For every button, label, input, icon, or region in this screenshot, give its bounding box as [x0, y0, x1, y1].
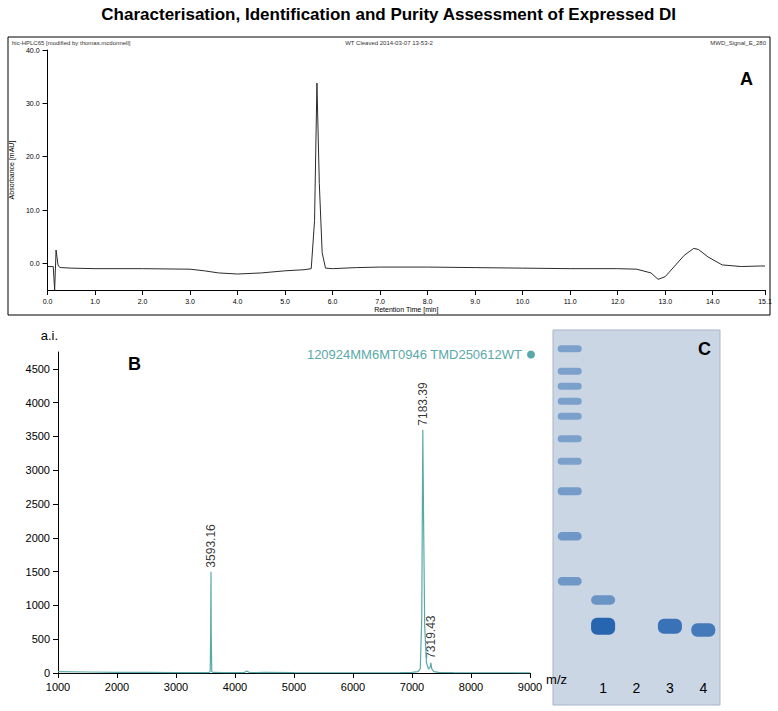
svg-text:40.0: 40.0: [26, 47, 40, 54]
svg-text:4000: 4000: [223, 681, 247, 693]
svg-text:7319.43: 7319.43: [423, 615, 438, 659]
svg-text:5000: 5000: [282, 681, 306, 693]
svg-text:Characterisation, Identificati: Characterisation, Identification and Pur…: [101, 5, 676, 24]
svg-text:4: 4: [699, 680, 707, 696]
svg-text:7000: 7000: [400, 681, 424, 693]
svg-text:4500: 4500: [26, 363, 50, 375]
svg-text:10.0: 10.0: [516, 298, 530, 305]
svg-text:Retention Time [min]: Retention Time [min]: [374, 306, 438, 314]
svg-text:hic-HPLC65 [modified by thomas: hic-HPLC65 [modified by thomas.mcdonnell…: [12, 40, 131, 46]
svg-text:A: A: [740, 69, 753, 89]
svg-text:8.0: 8.0: [423, 298, 433, 305]
svg-text:1000: 1000: [46, 681, 70, 693]
svg-text:3000: 3000: [26, 464, 50, 476]
svg-text:2500: 2500: [26, 498, 50, 510]
svg-text:3593.16: 3593.16: [204, 524, 218, 568]
svg-text:8000: 8000: [459, 681, 483, 693]
svg-text:120924MM6MT0946 TMD250612WT: 120924MM6MT0946 TMD250612WT: [307, 347, 522, 362]
svg-text:500: 500: [32, 633, 50, 645]
svg-text:2000: 2000: [105, 681, 129, 693]
svg-text:2: 2: [633, 680, 641, 696]
svg-text:1000: 1000: [26, 599, 50, 611]
svg-text:1: 1: [599, 680, 607, 696]
svg-text:0: 0: [44, 667, 50, 679]
svg-text:2.0: 2.0: [138, 298, 148, 305]
svg-text:7.0: 7.0: [375, 298, 385, 305]
svg-text:B: B: [128, 354, 141, 374]
svg-text:1.0: 1.0: [90, 298, 100, 305]
svg-text:0.0: 0.0: [43, 298, 53, 305]
svg-text:6000: 6000: [341, 681, 365, 693]
svg-text:30.0: 30.0: [26, 100, 40, 107]
svg-text:3000: 3000: [164, 681, 188, 693]
svg-text:a.i.: a.i.: [41, 328, 58, 343]
svg-text:0.0: 0.0: [30, 260, 40, 267]
svg-text:C: C: [698, 339, 711, 359]
svg-text:11.0: 11.0: [564, 298, 577, 305]
svg-text:3500: 3500: [26, 430, 50, 442]
svg-text:4.0: 4.0: [233, 298, 243, 305]
svg-text:3: 3: [666, 680, 674, 696]
svg-text:MWD_Signal_E_280: MWD_Signal_E_280: [710, 40, 766, 46]
svg-text:20.0: 20.0: [26, 153, 40, 160]
svg-text:12.0: 12.0: [611, 298, 625, 305]
svg-text:7183.39: 7183.39: [416, 382, 430, 426]
svg-text:13.0: 13.0: [658, 298, 672, 305]
svg-text:15.1: 15.1: [758, 298, 772, 305]
svg-text:5.0: 5.0: [280, 298, 290, 305]
svg-text:9000: 9000: [518, 681, 542, 693]
svg-text:1500: 1500: [26, 566, 50, 578]
svg-text:6.0: 6.0: [328, 298, 338, 305]
svg-text:2000: 2000: [26, 532, 50, 544]
svg-text:9.0: 9.0: [470, 298, 480, 305]
svg-text:m/z: m/z: [546, 672, 567, 687]
svg-text:Absorbance [mAU]: Absorbance [mAU]: [8, 141, 16, 200]
svg-text:3.0: 3.0: [185, 298, 195, 305]
svg-text:4000: 4000: [26, 397, 50, 409]
svg-text:14.0: 14.0: [706, 298, 720, 305]
svg-text:10.0: 10.0: [26, 207, 40, 214]
svg-text:WT Cleaved 2014-03-07 13-53-2: WT Cleaved 2014-03-07 13-53-2: [345, 40, 433, 46]
